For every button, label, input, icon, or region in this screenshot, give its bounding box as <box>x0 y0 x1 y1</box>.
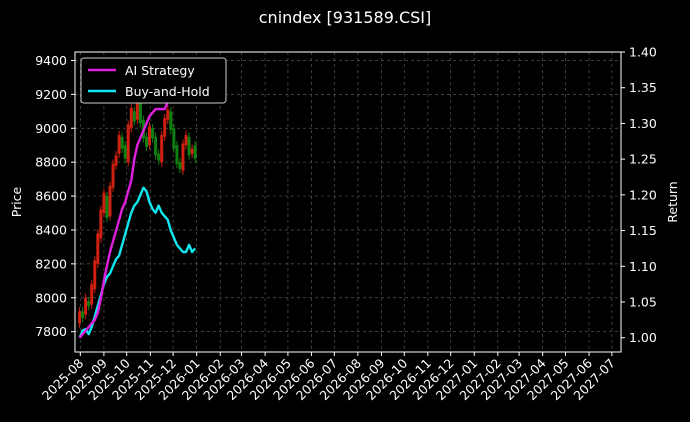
series-line-buy-and-hold <box>78 186 197 339</box>
legend-box <box>80 57 227 104</box>
y-tick-label: 9200 <box>35 87 67 102</box>
candle-body <box>105 196 109 219</box>
candle-body <box>90 284 94 305</box>
candle-body <box>144 136 148 147</box>
y-axis-ticks: 7800 8000 8200 8400 8600 8800 9000 9200 9400 <box>35 53 75 339</box>
candle-body <box>78 311 82 324</box>
candle-body <box>181 143 185 171</box>
candle-body <box>114 155 118 166</box>
candle-body <box>160 135 164 163</box>
y-tick-label: 8400 <box>35 222 67 237</box>
candle-body <box>193 145 197 159</box>
y2-tick-label: 1.40 <box>629 45 657 60</box>
candle-body <box>96 233 100 264</box>
y2-axis-label: Return <box>665 181 680 222</box>
candle-body <box>123 145 127 159</box>
y2-tick-label: 1.30 <box>629 116 657 131</box>
candle-body <box>163 118 167 137</box>
candle-body <box>138 102 142 124</box>
y-tick-label: 9000 <box>35 121 67 136</box>
candle-body <box>148 126 152 146</box>
y2-tick-label: 1.25 <box>629 152 657 167</box>
candle-body <box>87 301 91 307</box>
chart-title: cnindex [931589.CSI] <box>259 8 432 27</box>
candle-body <box>108 185 112 217</box>
y-axis-label: Price <box>9 186 24 217</box>
candle-body <box>135 101 139 120</box>
legend-label-ai-strategy: AI Strategy <box>125 63 195 78</box>
y2-tick-label: 1.15 <box>629 223 657 238</box>
candle-body <box>81 311 85 319</box>
x-axis-ticks: 2025-082025-092025-102025-112025-122026-… <box>39 352 618 403</box>
y2-tick-label: 1.10 <box>629 259 657 274</box>
candle-body <box>184 135 188 146</box>
y-tick-label: 7800 <box>35 324 67 339</box>
y2-axis-ticks: 1.00 1.05 1.10 1.15 1.20 1.25 1.30 1.35 1.40 <box>621 45 657 345</box>
candle-body <box>169 111 173 130</box>
candle-body <box>117 135 121 154</box>
candle-body <box>190 148 194 154</box>
y-tick-label: 9400 <box>35 53 67 68</box>
y-tick-label: 8200 <box>35 256 67 271</box>
candle-body <box>166 109 170 120</box>
plot-frame <box>74 51 622 353</box>
y2-tick-label: 1.00 <box>629 330 657 345</box>
candle-body <box>129 107 133 129</box>
candle-body <box>157 153 161 161</box>
candle-body <box>154 136 158 156</box>
y2-tick-label: 1.20 <box>629 187 657 202</box>
candle-body <box>99 209 103 239</box>
candle-body <box>175 145 179 164</box>
y-tick-label: 8600 <box>35 189 67 204</box>
price-candles <box>78 96 197 328</box>
candle-body <box>172 128 176 149</box>
y2-tick-label: 1.05 <box>629 295 657 310</box>
y2-tick-label: 1.35 <box>629 80 657 95</box>
candle-body <box>93 260 97 290</box>
legend-label-buy-and-hold: Buy-and-Hold <box>125 84 210 99</box>
candle-body <box>111 163 115 188</box>
candle-body <box>126 124 130 163</box>
candle-body <box>178 162 182 169</box>
candle-body <box>102 192 106 214</box>
y-tick-label: 8800 <box>35 155 67 170</box>
candle-body <box>151 128 155 139</box>
candle-body <box>120 136 124 149</box>
candle-body <box>84 297 88 315</box>
candle-body <box>132 111 136 122</box>
y-tick-label: 8000 <box>35 290 67 305</box>
candle-body <box>187 136 191 156</box>
legend: AI Strategy Buy-and-Hold <box>80 57 227 104</box>
